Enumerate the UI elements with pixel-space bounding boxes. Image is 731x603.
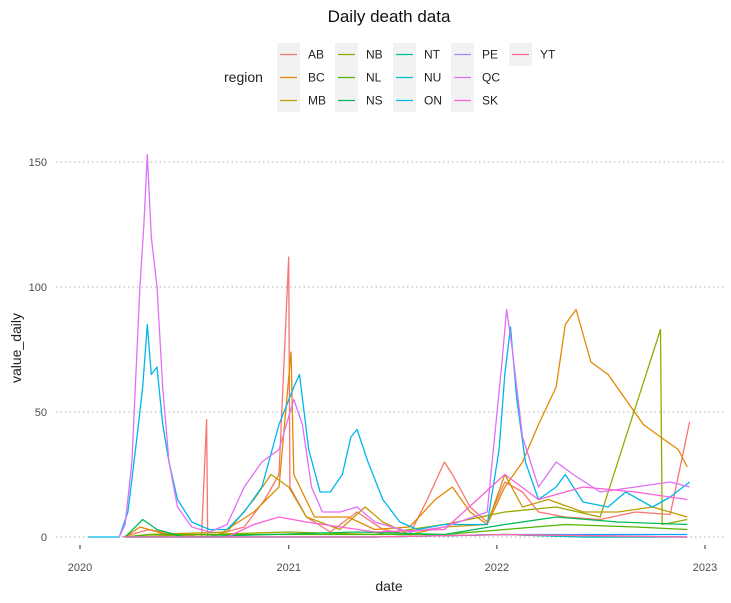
- x-tick-label: 2022: [485, 562, 509, 574]
- series-line-bc: [124, 308, 688, 538]
- legend-label-nt: NT: [424, 48, 441, 62]
- legend-label-sk: SK: [482, 94, 498, 108]
- y-tick-label: 150: [29, 157, 47, 169]
- legend: region AB BC MB NB NL NS NT NU ON PE QC SK YT: [224, 43, 556, 112]
- legend-label-nl: NL: [366, 71, 382, 85]
- series-line-qc: [125, 533, 688, 538]
- chart-title: Daily death data: [328, 7, 451, 26]
- legend-label-nu: NU: [424, 71, 441, 85]
- y-tick-label: 0: [41, 532, 47, 544]
- x-axis-title: date: [375, 578, 402, 594]
- series-lines: [88, 153, 691, 538]
- x-tick-label: 2020: [68, 562, 92, 574]
- x-axis-ticks: 2020 2021 2022 2023: [68, 545, 717, 574]
- series-line-pe: [226, 473, 688, 538]
- legend-label-on: ON: [424, 94, 442, 108]
- legend-label-qc: QC: [482, 71, 500, 85]
- x-tick-label: 2023: [693, 562, 717, 574]
- legend-label-ns: NS: [366, 94, 383, 108]
- series-line-on: [88, 323, 690, 538]
- legend-label-nb: NB: [366, 48, 383, 62]
- legend-label-pe: PE: [482, 48, 498, 62]
- series-line-sk: [118, 153, 690, 538]
- legend-label-yt: YT: [540, 48, 556, 62]
- y-tick-label: 50: [35, 407, 47, 419]
- x-tick-label: 2021: [276, 562, 300, 574]
- y-axis-title: value_daily: [8, 313, 24, 383]
- legend-title: region: [224, 69, 263, 85]
- legend-label-mb: MB: [308, 94, 326, 108]
- series-line-ns: [124, 516, 688, 538]
- series-line-ab: [122, 256, 691, 538]
- legend-label-ab: AB: [308, 48, 324, 62]
- y-axis-ticks: 0 50 100 150: [29, 157, 47, 544]
- gridlines: [56, 161, 724, 538]
- legend-label-bc: BC: [308, 71, 325, 85]
- y-tick-label: 100: [29, 282, 47, 294]
